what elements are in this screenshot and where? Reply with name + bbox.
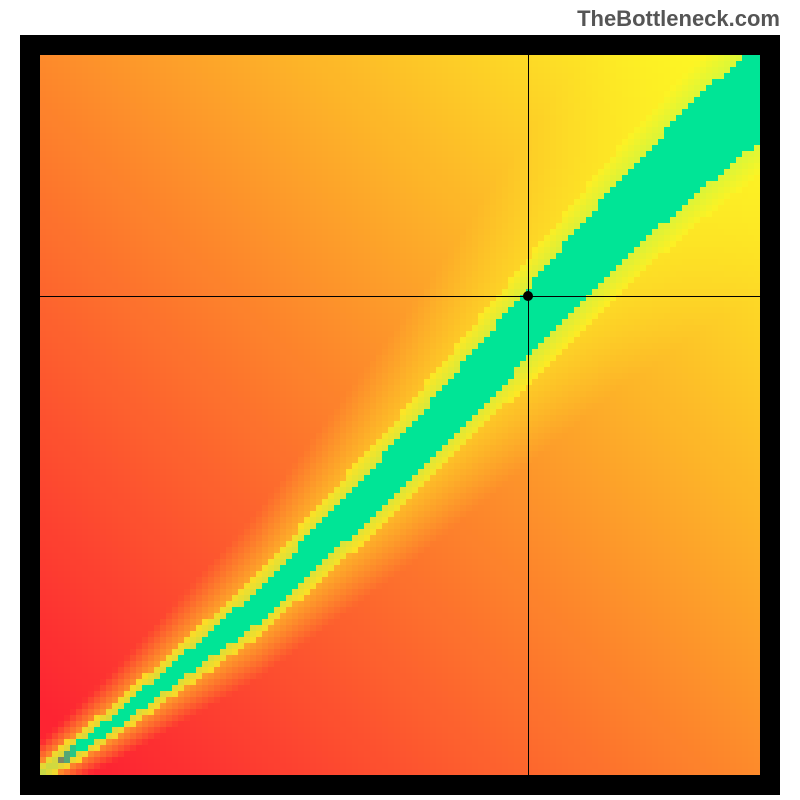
heatmap [40, 55, 760, 775]
crosshair-marker [523, 291, 533, 301]
watermark-text: TheBottleneck.com [577, 6, 780, 32]
crosshair-vertical [528, 55, 529, 775]
heatmap-canvas [40, 55, 760, 775]
crosshair-horizontal [40, 296, 760, 297]
